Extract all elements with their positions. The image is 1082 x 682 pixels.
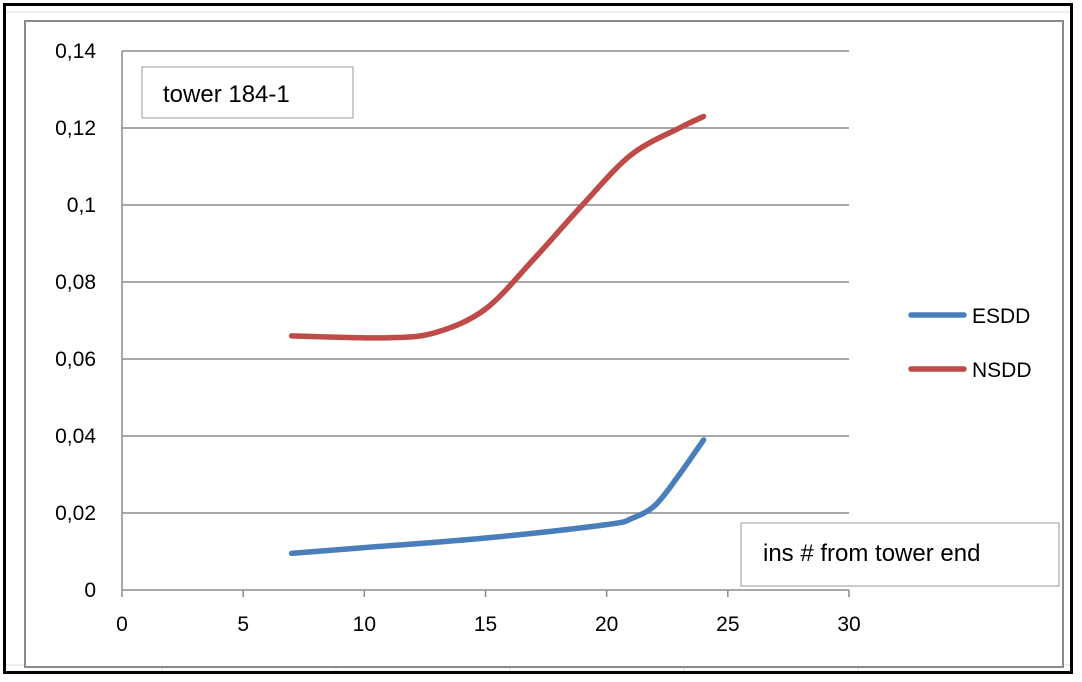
x-tick-label: 20 xyxy=(595,613,618,636)
y-tick-label: 0,14 xyxy=(55,40,96,63)
y-tick-label: 0,12 xyxy=(55,117,96,140)
x-tick-label: 25 xyxy=(716,613,739,636)
y-tick-label: 0,1 xyxy=(67,194,96,217)
x-tick-label: 10 xyxy=(353,613,376,636)
legend-label-esdd: ESDD xyxy=(972,305,1030,328)
chart-frame: 0 0,02 0,04 0,06 0,08 0,1 0,12 0,14 0 5 10 15 20 25 3… xyxy=(3,3,1073,674)
y-tick-label: 0 xyxy=(84,579,96,602)
x-tick-label: 15 xyxy=(474,613,497,636)
series-layer xyxy=(288,113,707,557)
legend: ESDD NSDD xyxy=(908,305,1032,382)
gridlines xyxy=(122,50,849,514)
chart-title-text: tower 184-1 xyxy=(163,81,290,108)
x-tick-label: 30 xyxy=(837,613,860,636)
chart-area: 0 0,02 0,04 0,06 0,08 0,1 0,12 0,14 0 5 10 15 20 25 3… xyxy=(24,20,1064,668)
x-axis-ticks: 0 5 10 15 20 25 30 xyxy=(116,590,861,636)
y-axis-ticks: 0 0,02 0,04 0,06 0,08 0,1 0,12 0,14 xyxy=(55,40,96,602)
y-tick-label: 0,04 xyxy=(55,425,96,448)
y-tick-label: 0,06 xyxy=(55,348,96,371)
x-tick-label: 5 xyxy=(237,613,249,636)
chart-title-box: tower 184-1 xyxy=(141,66,354,119)
x-axis-note-text: ins # from tower end xyxy=(763,540,980,567)
series-line-esdd xyxy=(288,437,707,557)
x-tick-label: 0 xyxy=(116,613,128,636)
series-line-nsdd xyxy=(288,113,707,341)
axes xyxy=(121,51,849,591)
x-axis-note-box: ins # from tower end xyxy=(740,522,1060,587)
line-chart: 0 0,02 0,04 0,06 0,08 0,1 0,12 0,14 0 5 10 15 20 25 3… xyxy=(55,40,1060,636)
y-tick-label: 0,02 xyxy=(55,502,96,525)
y-tick-label: 0,08 xyxy=(55,271,96,294)
legend-label-nsdd: NSDD xyxy=(972,359,1032,382)
